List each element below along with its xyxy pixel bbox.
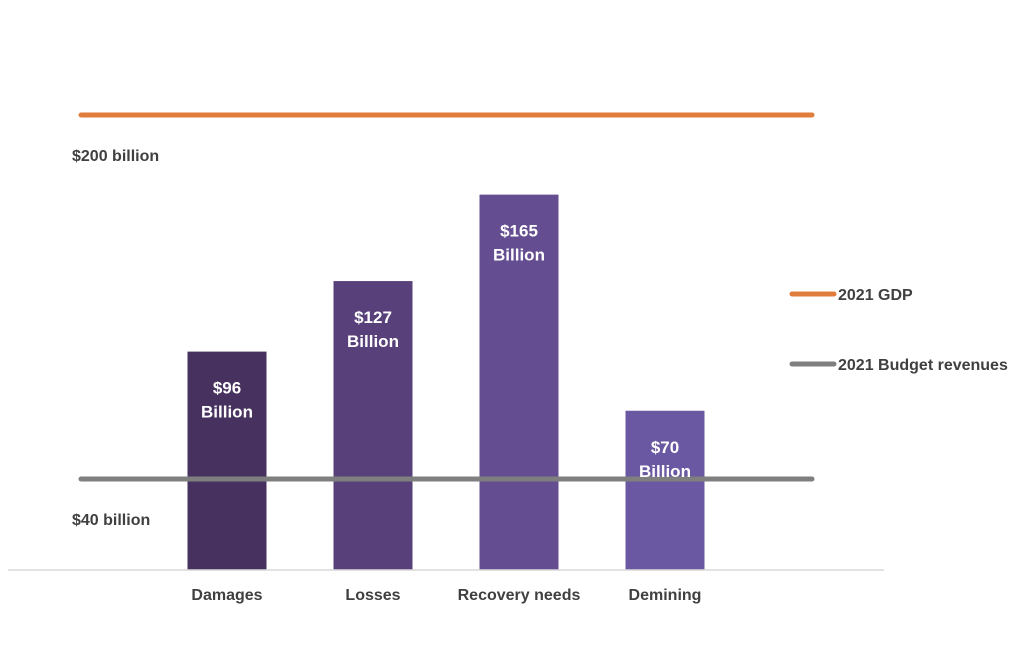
legend-label: 2021 GDP (838, 287, 913, 304)
bar-unit-label: Billion (347, 332, 399, 351)
category-labels-layer: Damages Losses Recovery needs Demining (191, 587, 701, 604)
legend-label: 2021 Budget revenues (838, 357, 1008, 374)
bar-value-label: $165 (500, 222, 538, 241)
bar-value-label: $127 (354, 308, 392, 327)
reference-line-value-label: $200 billion (72, 148, 159, 165)
reference-line-value-label: $40 billion (72, 512, 150, 529)
bar-losses (333, 281, 413, 570)
category-label: Demining (629, 587, 702, 604)
bar-damages (187, 351, 267, 570)
bars-layer (187, 194, 705, 570)
legend: 2021 GDP 2021 Budget revenues (789, 287, 1008, 374)
reference-lines-layer (78, 112, 815, 482)
category-label: Recovery needs (458, 587, 581, 604)
reference-labels-layer: $200 billion $40 billion (72, 148, 159, 529)
bar-unit-label: Billion (639, 462, 691, 481)
bar-value-label: $96 (213, 379, 241, 398)
bar-demining (625, 410, 705, 570)
bar-unit-label: Billion (493, 246, 545, 265)
bar-labels-layer: $96 Billion $127 Billion $165 Billion $70 Billi… (201, 222, 691, 481)
category-label: Damages (191, 587, 262, 604)
bar-recovery-needs (479, 194, 559, 570)
category-label: Losses (345, 587, 400, 604)
bar-unit-label: Billion (201, 403, 253, 422)
bar-value-label: $70 (651, 438, 679, 457)
